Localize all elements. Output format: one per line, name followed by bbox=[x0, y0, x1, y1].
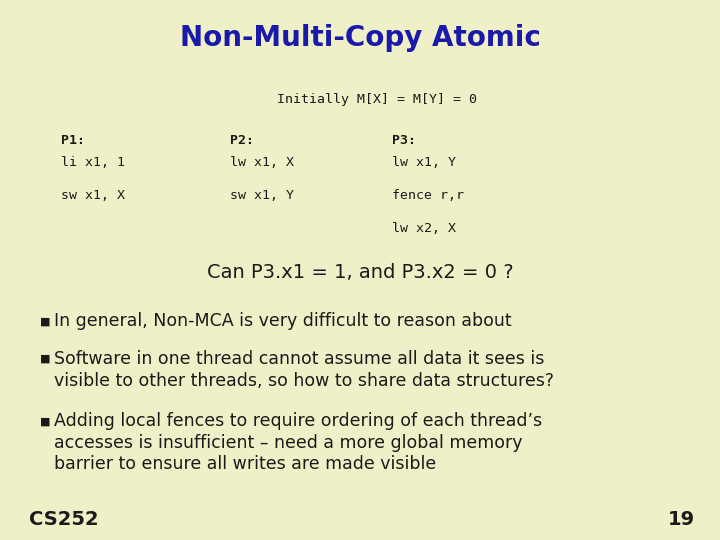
Text: accesses is insufficient – need a more global memory: accesses is insufficient – need a more g… bbox=[54, 434, 523, 452]
Text: sw x1, Y: sw x1, Y bbox=[230, 189, 294, 202]
Text: visible to other threads, so how to share data structures?: visible to other threads, so how to shar… bbox=[54, 372, 554, 390]
Text: Initially M[X] = M[Y] = 0: Initially M[X] = M[Y] = 0 bbox=[277, 93, 477, 106]
Text: P1:: P1: bbox=[61, 134, 85, 147]
Text: Software in one thread cannot assume all data it sees is: Software in one thread cannot assume all… bbox=[54, 350, 544, 368]
Text: ■: ■ bbox=[40, 316, 50, 326]
Text: fence r,r: fence r,r bbox=[392, 189, 464, 202]
Text: Can P3.x1 = 1, and P3.x2 = 0 ?: Can P3.x1 = 1, and P3.x2 = 0 ? bbox=[207, 263, 513, 282]
Text: lw x2, X: lw x2, X bbox=[392, 222, 456, 235]
Text: sw x1, X: sw x1, X bbox=[61, 189, 125, 202]
Text: ■: ■ bbox=[40, 354, 50, 364]
Text: Non-Multi-Copy Atomic: Non-Multi-Copy Atomic bbox=[179, 24, 541, 52]
Text: lw x1, X: lw x1, X bbox=[230, 156, 294, 168]
Text: CS252: CS252 bbox=[29, 510, 99, 529]
Text: ■: ■ bbox=[40, 416, 50, 426]
Text: P3:: P3: bbox=[392, 134, 416, 147]
Text: 19: 19 bbox=[667, 510, 695, 529]
Text: Adding local fences to require ordering of each thread’s: Adding local fences to require ordering … bbox=[54, 412, 542, 430]
Text: barrier to ensure all writes are made visible: barrier to ensure all writes are made vi… bbox=[54, 455, 436, 474]
Text: li x1, 1: li x1, 1 bbox=[61, 156, 125, 168]
Text: lw x1, Y: lw x1, Y bbox=[392, 156, 456, 168]
Text: P2:: P2: bbox=[230, 134, 254, 147]
Text: In general, Non-MCA is very difficult to reason about: In general, Non-MCA is very difficult to… bbox=[54, 312, 512, 330]
